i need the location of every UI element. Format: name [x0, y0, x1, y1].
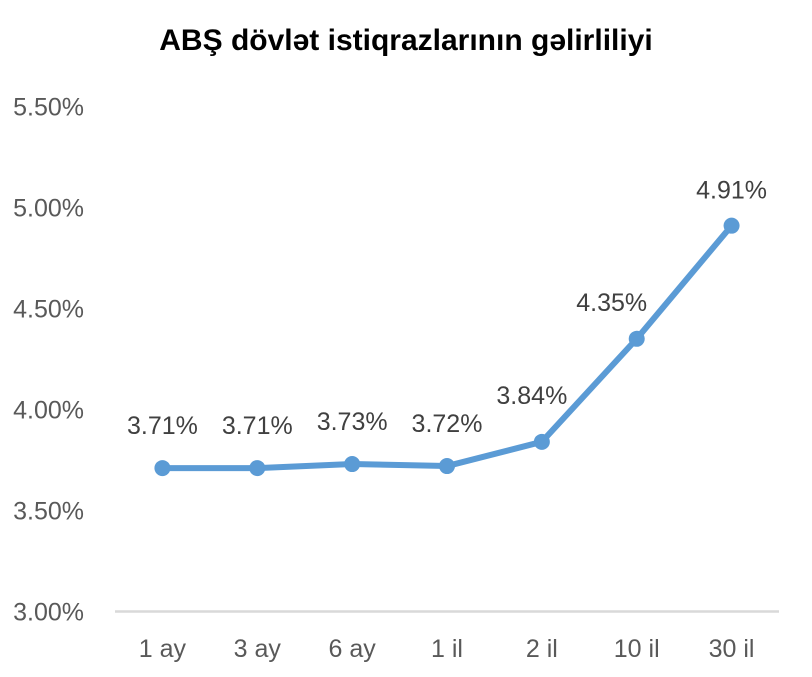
- y-axis-tick-label: 3.50%: [13, 498, 84, 526]
- data-point-label: 4.35%: [576, 289, 647, 317]
- data-point-label: 3.73%: [317, 408, 388, 436]
- data-point-marker: [723, 217, 740, 234]
- data-point-labels: 3.71% 3.71% 3.73% 3.72% 3.84% 4.35% 4.91%: [127, 177, 767, 440]
- data-point-label: 3.84%: [496, 382, 567, 410]
- x-axis-tick-label: 1 il: [431, 635, 463, 663]
- x-axis-tick-label: 30 il: [709, 635, 755, 663]
- data-point-label: 3.71%: [127, 412, 198, 440]
- y-axis-tick-label: 4.50%: [13, 296, 84, 324]
- x-axis-tick-labels: 1 ay 3 ay 6 ay 1 il 2 il 10 il 30 il: [139, 635, 755, 663]
- data-point-label: 4.91%: [696, 177, 767, 205]
- data-point-marker: [249, 460, 266, 477]
- chart-title: ABŞ dövlət istiqrazlarının gəlirliliyi: [159, 24, 653, 57]
- x-axis-tick-label: 3 ay: [234, 635, 282, 663]
- data-point-label: 3.71%: [222, 412, 293, 440]
- y-axis-tick-label: 4.00%: [13, 397, 84, 425]
- x-axis-tick-label: 1 ay: [139, 635, 187, 663]
- y-axis-tick-label: 5.00%: [13, 195, 84, 223]
- data-point-marker: [344, 456, 361, 473]
- data-point-marker: [533, 433, 550, 450]
- x-axis-tick-label: 6 ay: [329, 635, 377, 663]
- y-axis-tick-labels: 5.50% 5.00% 4.50% 4.00% 3.50% 3.00%: [13, 94, 84, 627]
- x-axis-tick-label: 10 il: [614, 635, 660, 663]
- y-axis-tick-label: 5.50%: [13, 94, 84, 122]
- x-axis-tick-label: 2 il: [526, 635, 558, 663]
- data-point-marker: [628, 330, 645, 347]
- data-point-label: 3.72%: [412, 410, 483, 438]
- data-point-marker: [439, 458, 455, 475]
- data-point-markers: [154, 217, 740, 477]
- data-point-marker: [154, 460, 171, 477]
- y-axis-tick-label: 3.00%: [13, 599, 84, 627]
